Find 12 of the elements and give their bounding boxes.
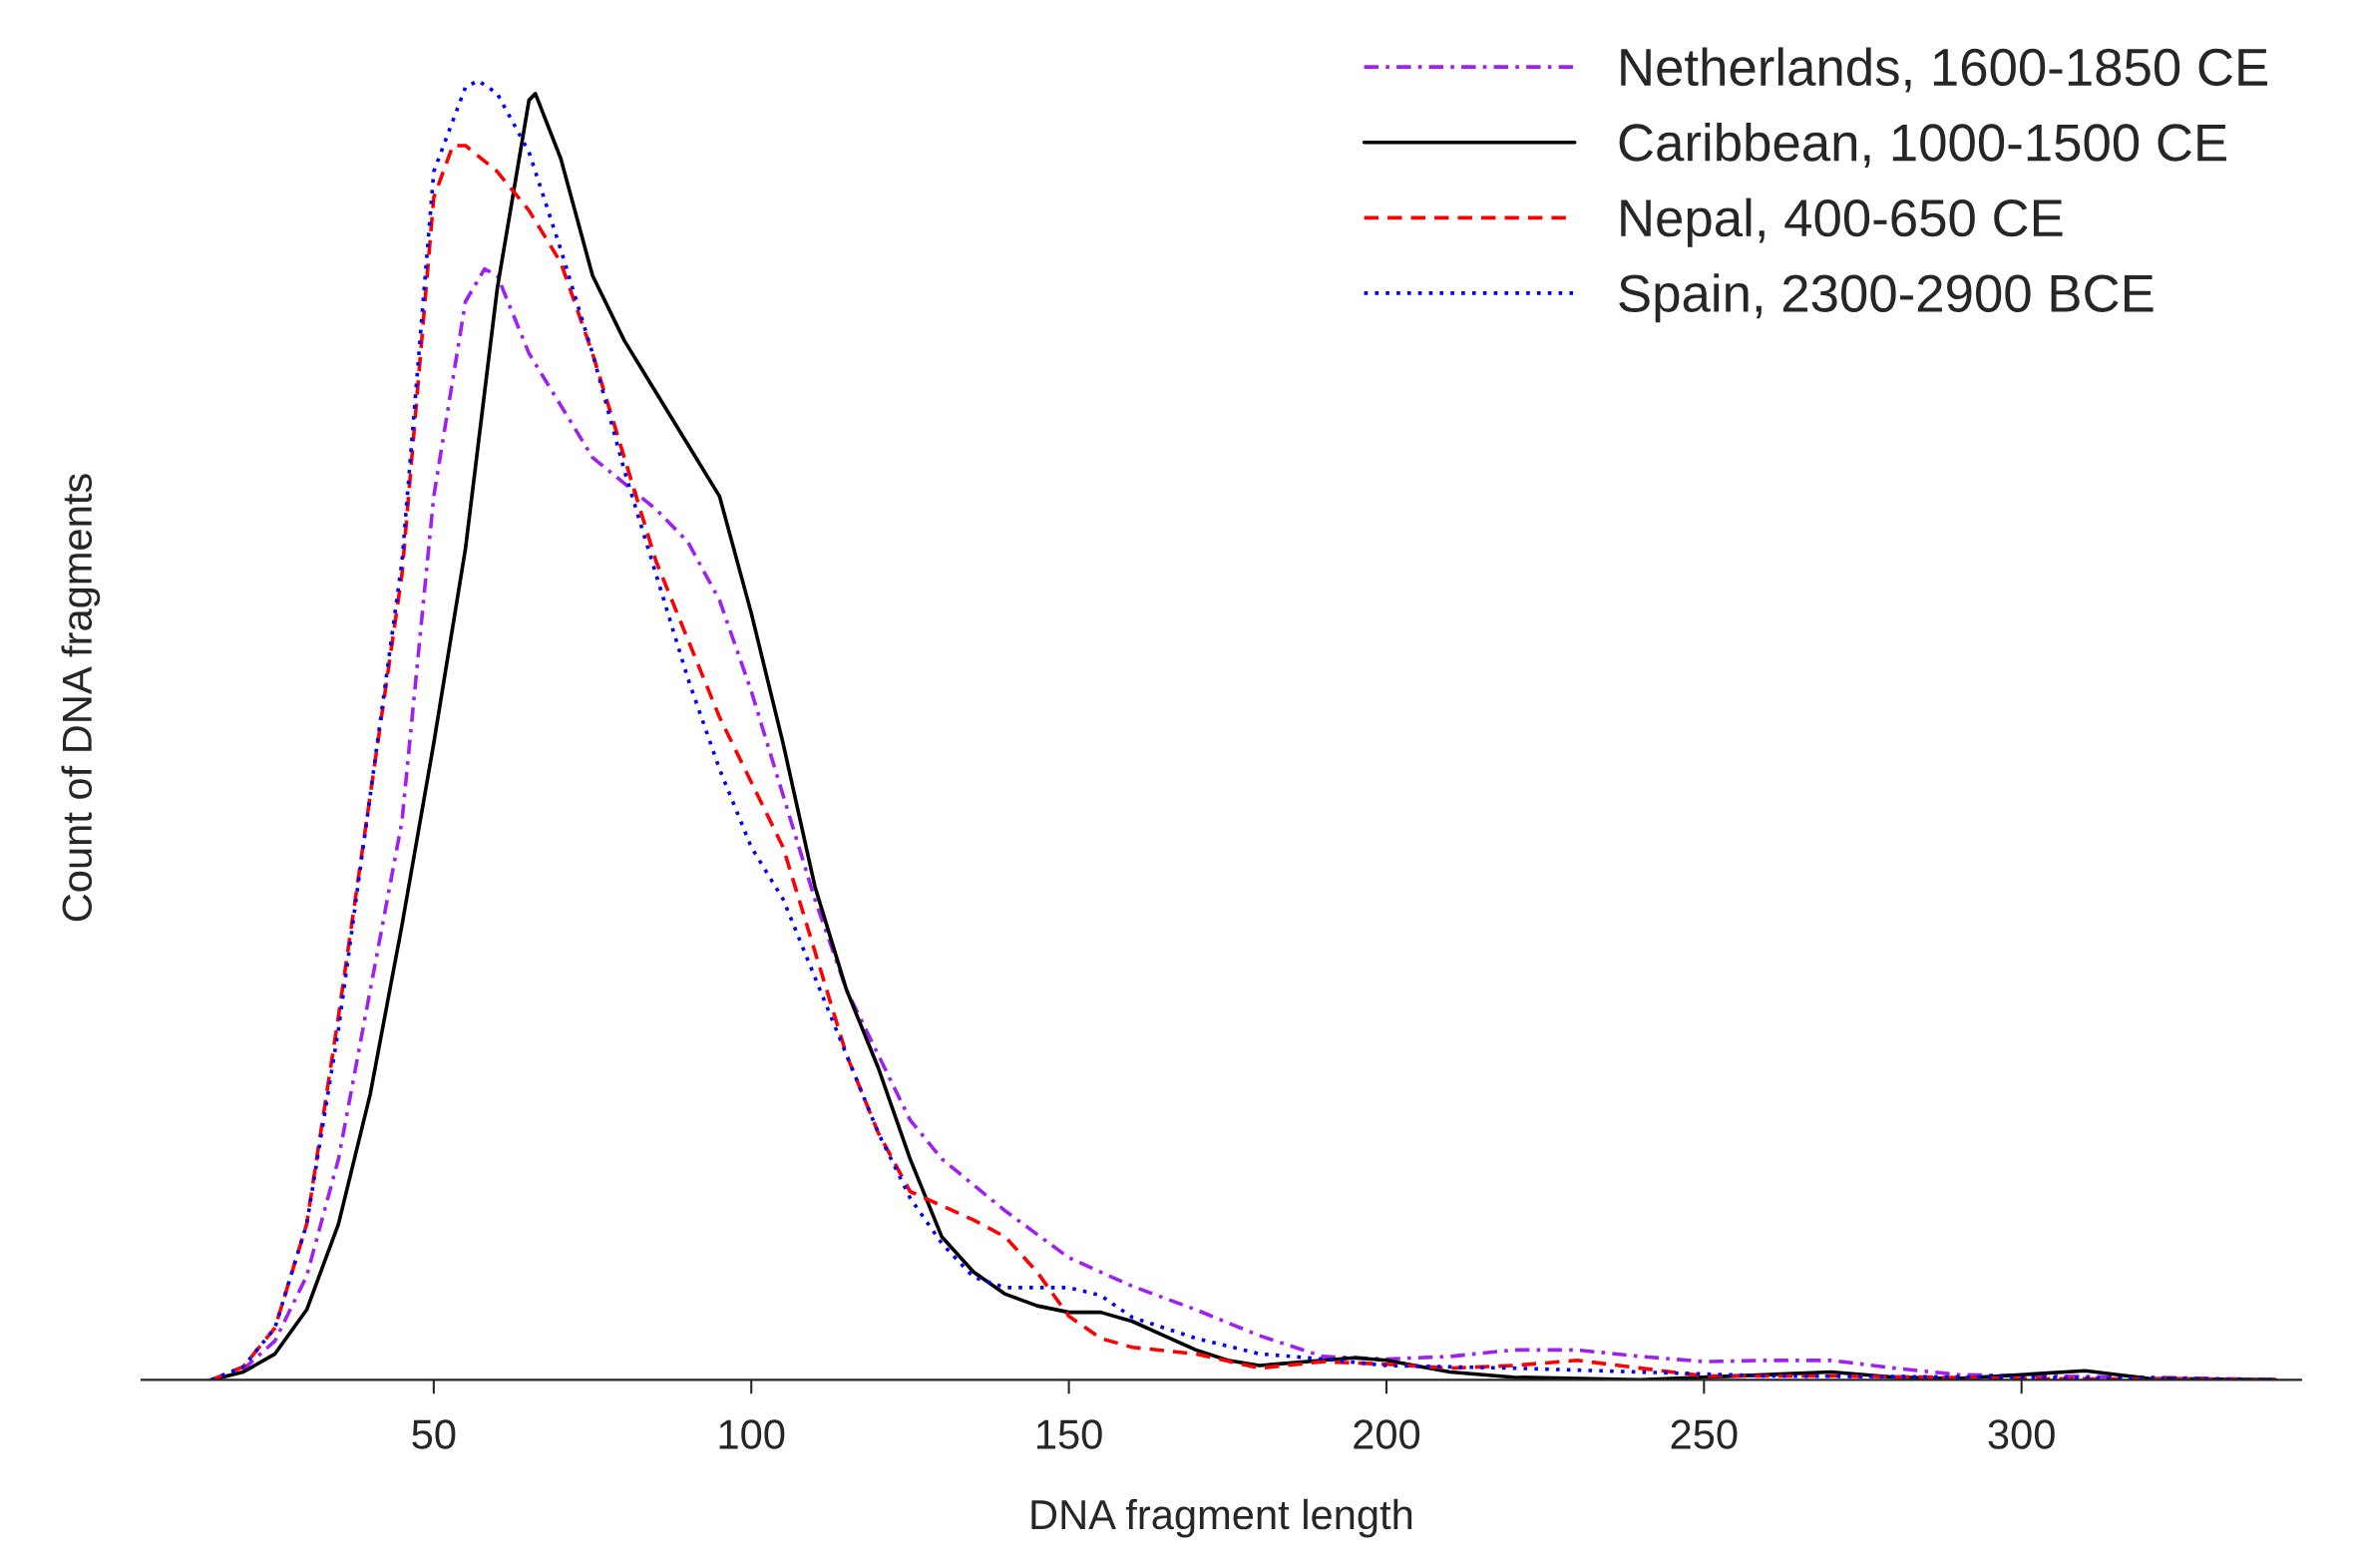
x-tick-label: 250	[1671, 1419, 1738, 1449]
x-tick-label: 50	[412, 1419, 456, 1449]
x-axis-title: DNA fragment length	[1031, 1498, 1412, 1538]
legend-label: Nepal, 400-650 CE	[1621, 197, 2063, 247]
x-tick-label: 200	[1354, 1419, 1420, 1449]
legend-label: Spain, 2300-2900 BCE	[1619, 273, 2154, 323]
x-tick-label: 100	[719, 1419, 785, 1449]
x-tick-label: 150	[1037, 1419, 1102, 1449]
x-tick-label: 300	[1988, 1419, 2055, 1449]
legend-label: Netherlands, 1600-1850 CE	[1621, 47, 2267, 93]
legend-label: Caribbean, 1000-1500 CE	[1619, 122, 2226, 168]
y-axis-title: Count of DNA fragments	[61, 474, 101, 922]
